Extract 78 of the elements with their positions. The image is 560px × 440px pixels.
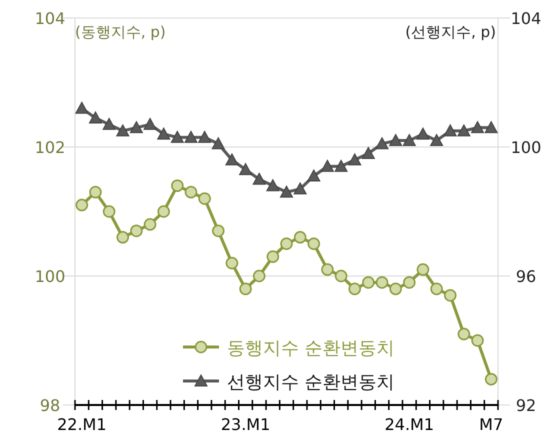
point xyxy=(102,118,116,130)
point xyxy=(157,128,170,140)
point xyxy=(171,179,184,192)
point xyxy=(389,282,402,296)
y-tick-label: 102 xyxy=(34,138,66,157)
point xyxy=(266,250,280,263)
point xyxy=(184,186,198,198)
point xyxy=(348,153,362,166)
point xyxy=(321,263,334,276)
point xyxy=(389,134,402,146)
point xyxy=(76,198,88,212)
point xyxy=(416,128,430,140)
y-axis-title: (동행지수, p) xyxy=(75,23,166,41)
point xyxy=(89,186,102,198)
point xyxy=(444,289,456,302)
point xyxy=(239,163,252,176)
point xyxy=(226,256,238,270)
point xyxy=(239,282,252,296)
point xyxy=(402,134,416,146)
y2-tick-label: 100 xyxy=(510,138,542,157)
point xyxy=(457,124,470,136)
y-tick-label: 98 xyxy=(40,396,60,415)
point xyxy=(484,372,498,386)
point xyxy=(458,328,470,340)
point xyxy=(376,276,388,289)
point xyxy=(376,137,389,150)
point xyxy=(75,102,88,114)
point xyxy=(320,160,334,172)
point xyxy=(212,137,225,150)
y2-tick-label: 96 xyxy=(516,267,536,286)
point xyxy=(130,224,143,238)
point xyxy=(430,134,444,146)
y2-tick-label: 104 xyxy=(510,9,542,28)
point xyxy=(130,121,143,134)
legend-label: 선행지수 순환변동치 xyxy=(227,372,395,393)
y-tick-label: 100 xyxy=(34,267,66,286)
point xyxy=(157,205,170,218)
x-tick-label: 22.M1 xyxy=(57,415,107,434)
point xyxy=(362,276,375,289)
point xyxy=(252,172,266,185)
point xyxy=(444,124,457,136)
legend-label: 동행지수 순환변동치 xyxy=(227,338,395,359)
point xyxy=(116,124,130,136)
point xyxy=(403,276,416,289)
point xyxy=(484,121,498,134)
x-tick-label: 24.M1 xyxy=(384,415,434,434)
point xyxy=(116,231,130,244)
point xyxy=(252,270,266,282)
point xyxy=(471,334,484,347)
point xyxy=(212,224,225,238)
point xyxy=(334,270,348,282)
point xyxy=(334,160,348,172)
y2-tick-label: 92 xyxy=(516,396,536,415)
y2-axis-title: (선행지수, p) xyxy=(405,23,496,41)
point xyxy=(144,218,156,231)
point xyxy=(266,179,280,192)
point xyxy=(308,238,320,250)
point xyxy=(430,282,443,296)
point xyxy=(102,205,116,218)
x-tick-label: 23.M1 xyxy=(220,415,270,434)
point xyxy=(362,146,375,159)
point xyxy=(198,192,211,205)
point xyxy=(184,130,198,143)
point xyxy=(280,238,293,250)
point xyxy=(170,130,184,143)
point xyxy=(198,130,212,143)
point xyxy=(294,182,307,194)
point xyxy=(88,111,102,124)
point xyxy=(307,170,320,182)
point xyxy=(294,231,306,244)
x-tick-label: M7 xyxy=(479,415,504,434)
point xyxy=(280,186,293,198)
point xyxy=(416,263,430,276)
point xyxy=(144,118,157,130)
point xyxy=(471,121,484,134)
point xyxy=(225,153,238,166)
y-tick-label: 104 xyxy=(34,9,66,28)
point xyxy=(348,282,361,296)
